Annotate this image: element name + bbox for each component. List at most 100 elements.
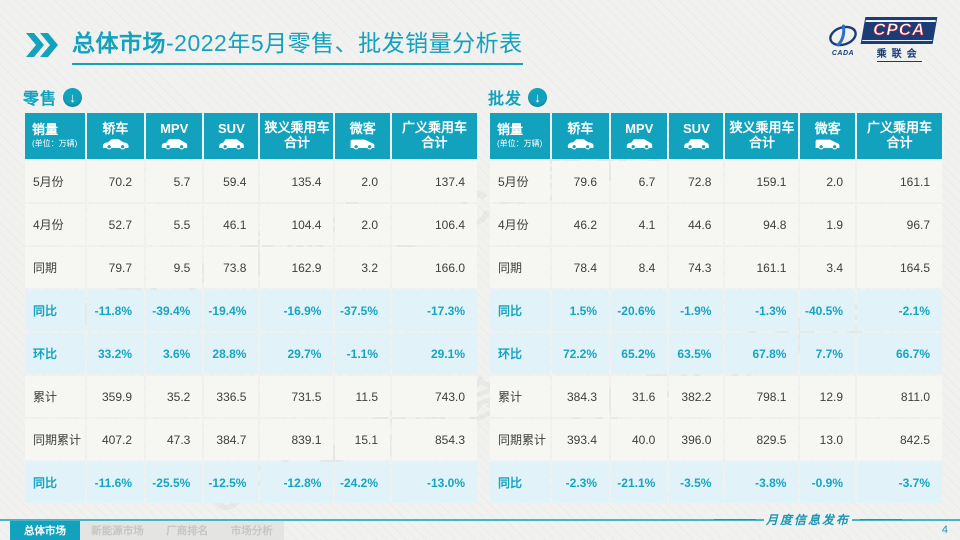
table-cell: 52.7 xyxy=(86,204,145,245)
table-cell: 2.0 xyxy=(800,161,856,202)
table-cell: 2.0 xyxy=(335,204,391,245)
table-row: 4月份 46.2 4.1 44.6 94.8 1.9 96.7 xyxy=(490,204,942,245)
column-header: MPV xyxy=(146,113,203,159)
nav-tab-oem-ranking[interactable]: 厂商排名 xyxy=(166,525,209,537)
table-cell: 5.5 xyxy=(146,204,203,245)
table-cell: 393.4 xyxy=(551,419,610,460)
table-cell: 31.6 xyxy=(611,376,668,417)
row-label: 同比 xyxy=(490,462,550,503)
table-cell: 79.6 xyxy=(551,161,610,202)
row-label: 累计 xyxy=(25,376,85,417)
table-cell: -1.1% xyxy=(335,333,391,374)
nav-inactive-strip: 新能源市场 厂商排名 市场分析 xyxy=(80,521,284,540)
table-cell: 135.4 xyxy=(260,161,334,202)
retail-header-row: 销量 (单位：万辆) 轿车 MPV SUV 狭义乘用车 合计 微客 广义乘用车 合计 xyxy=(25,113,477,159)
table-cell: 731.5 xyxy=(260,376,334,417)
table-cell: -24.2% xyxy=(335,462,391,503)
nav-tab-market-analysis[interactable]: 市场分析 xyxy=(230,525,273,537)
table-row: 环比 72.2% 65.2% 63.5% 67.8% 7.7% 66.7% xyxy=(490,333,942,374)
cada-swoosh-icon xyxy=(829,24,857,46)
column-header: SUV xyxy=(204,113,259,159)
table-cell: 839.1 xyxy=(260,419,334,460)
nav-tab-nev-market[interactable]: 新能源市场 xyxy=(91,525,144,537)
table-cell: 5.7 xyxy=(146,161,203,202)
table-row: 同期 78.4 8.4 74.3 161.1 3.4 164.5 xyxy=(490,247,942,288)
cpca-logo: CADA CPCA 乘联会 xyxy=(826,14,944,66)
sales-unit-header: 销量 (单位：万辆) xyxy=(490,113,550,159)
table-cell: 106.4 xyxy=(392,204,477,245)
table-cell: 72.8 xyxy=(669,161,724,202)
page-number: 4 xyxy=(941,524,948,536)
table-cell: 96.7 xyxy=(857,204,942,245)
table-cell: 46.1 xyxy=(204,204,259,245)
table-cell: 28.8% xyxy=(204,333,259,374)
table-cell: 811.0 xyxy=(857,376,942,417)
table-cell: 3.4 xyxy=(800,247,856,288)
footer-note-dash xyxy=(713,519,756,520)
page-title: 总体市场-2022年5月零售、批发销量分析表 xyxy=(72,24,523,65)
column-header: 狭义乘用车 合计 xyxy=(260,113,334,159)
table-cell: -11.6% xyxy=(86,462,145,503)
column-header: 广义乘用车 合计 xyxy=(857,113,942,159)
column-header: 轿车 xyxy=(86,113,145,159)
nav-tab-overall-market[interactable]: 总体市场 xyxy=(10,521,80,540)
column-header: 广义乘用车 合计 xyxy=(392,113,477,159)
table-cell: 67.8% xyxy=(725,333,799,374)
table-cell: 137.4 xyxy=(392,161,477,202)
retail-table: 销量 (单位：万辆) 轿车 MPV SUV 狭义乘用车 合计 微客 广义乘用车 合计 5月份 70.… xyxy=(23,111,479,505)
table-cell: 384.7 xyxy=(204,419,259,460)
row-label: 同期累计 xyxy=(490,419,550,460)
table-cell: 8.4 xyxy=(611,247,668,288)
table-cell: 66.7% xyxy=(857,333,942,374)
table-cell: -12.8% xyxy=(260,462,334,503)
table-cell: 78.4 xyxy=(551,247,610,288)
row-label: 累计 xyxy=(490,376,550,417)
wholesale-table-body: 5月份 79.6 6.7 72.8 159.1 2.0 161.1 4月份 46.2 4.1 44.… xyxy=(490,161,942,503)
suv-icon xyxy=(204,138,258,150)
table-row: 5月份 70.2 5.7 59.4 135.4 2.0 137.4 xyxy=(25,161,477,202)
table-cell: 842.5 xyxy=(857,419,942,460)
table-cell: -25.5% xyxy=(146,462,203,503)
table-cell: 384.3 xyxy=(551,376,610,417)
row-label: 5月份 xyxy=(25,161,85,202)
table-cell: -12.5% xyxy=(204,462,259,503)
table-cell: 161.1 xyxy=(725,247,799,288)
table-cell: -40.5% xyxy=(800,290,856,331)
table-cell: 47.3 xyxy=(146,419,203,460)
row-label: 环比 xyxy=(25,333,85,374)
table-cell: 159.1 xyxy=(725,161,799,202)
table-cell: 11.5 xyxy=(335,376,391,417)
table-cell: 29.7% xyxy=(260,333,334,374)
row-label: 同比 xyxy=(25,290,85,331)
table-row: 4月份 52.7 5.5 46.1 104.4 2.0 106.4 xyxy=(25,204,477,245)
microvan-icon xyxy=(800,138,855,150)
table-cell: 407.2 xyxy=(86,419,145,460)
table-cell: 829.5 xyxy=(725,419,799,460)
table-row: 同比 -11.8% -39.4% -19.4% -16.9% -37.5% -17.3% xyxy=(25,290,477,331)
down-arrow-circle-icon: ↓ xyxy=(63,87,83,107)
table-cell: 798.1 xyxy=(725,376,799,417)
table-cell: 336.5 xyxy=(204,376,259,417)
wholesale-section: 批发 ↓ 销量 (单位：万辆) 轿车 MPV SUV 狭义乘用车 合计 微客 广义乘用车 合计 5… xyxy=(488,84,944,505)
table-cell: -3.8% xyxy=(725,462,799,503)
cada-logo: CADA xyxy=(826,24,860,57)
table-cell: 15.1 xyxy=(335,419,391,460)
table-cell: 13.0 xyxy=(800,419,856,460)
table-cell: 743.0 xyxy=(392,376,477,417)
column-header: 轿车 xyxy=(551,113,610,159)
row-label: 同期 xyxy=(25,247,85,288)
wholesale-table: 销量 (单位：万辆) 轿车 MPV SUV 狭义乘用车 合计 微客 广义乘用车 合计 5月份 79.… xyxy=(488,111,944,505)
table-cell: 40.0 xyxy=(611,419,668,460)
table-cell: 72.2% xyxy=(551,333,610,374)
table-cell: 3.6% xyxy=(146,333,203,374)
table-cell: -21.1% xyxy=(611,462,668,503)
table-cell: 46.2 xyxy=(551,204,610,245)
row-label: 5月份 xyxy=(490,161,550,202)
retail-table-body: 5月份 70.2 5.7 59.4 135.4 2.0 137.4 4月份 52.7 5.5 46.… xyxy=(25,161,477,503)
footer-note: 月度信息发布 xyxy=(713,511,902,528)
table-cell: 63.5% xyxy=(669,333,724,374)
row-label: 同期 xyxy=(490,247,550,288)
row-label: 同期累计 xyxy=(25,419,85,460)
table-row: 同比 1.5% -20.6% -1.9% -1.3% -40.5% -2.1% xyxy=(490,290,942,331)
